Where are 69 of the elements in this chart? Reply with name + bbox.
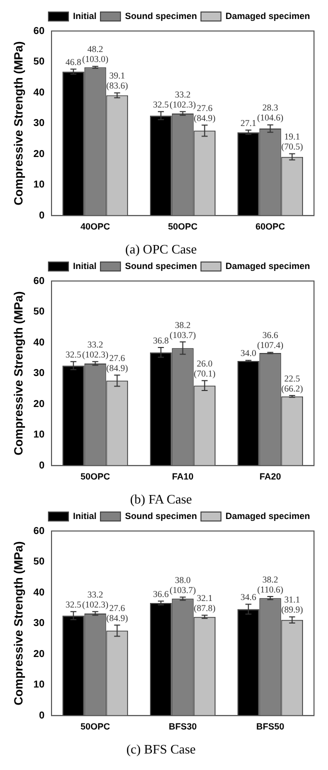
x-tick-label: 40OPC [80, 221, 111, 232]
legend-label: Sound specimen [124, 510, 197, 521]
y-tick-label: 0 [38, 210, 45, 222]
text: (a) OPC Case [125, 242, 197, 257]
data-label: 33.2 (102.3) [82, 339, 108, 360]
data-label: 36.6 [153, 589, 170, 600]
y-tick-label: 60 [33, 276, 45, 287]
data-label: 31.1 (89.9) [281, 594, 303, 615]
data-label: 34.0 [240, 348, 257, 358]
data-label: 22.5 (66.2) [281, 373, 303, 394]
text: (b) FA Case [130, 492, 192, 507]
legend-label: Initial [72, 10, 96, 21]
x-tick-label: BFS30 [168, 721, 197, 732]
y-tick-label: 0 [38, 460, 45, 472]
y-tick-label: 50 [33, 56, 45, 68]
y-tick-label: 30 [33, 118, 45, 130]
x-tick-label: 50OPC [80, 721, 111, 732]
legend-label: Damaged specimen [225, 260, 310, 271]
y-tick-label: 40 [33, 337, 45, 348]
y-axis-title: Compressive Strength (MPa) [12, 291, 26, 456]
data-label: 34.6 [240, 592, 257, 602]
y-tick-label: 40 [33, 87, 45, 98]
data-label: 46.8 [66, 57, 82, 68]
y-tick-label: 30 [33, 368, 45, 380]
x-tick-label: 50OPC [80, 471, 111, 482]
y-tick-label: 60 [33, 26, 45, 37]
y-tick-label: 10 [33, 180, 45, 191]
x-tick-label: BFS50 [256, 721, 284, 732]
legend-label: Damaged specimen [225, 10, 310, 21]
legend-label: Damaged specimen [225, 510, 310, 521]
legend-label: Initial [72, 260, 96, 271]
text: (c) BFS Case [126, 742, 196, 757]
data-label: 39.1 (83.6) [106, 70, 128, 91]
data-label: 32.5 [66, 599, 82, 610]
legend-label: Sound specimen [124, 10, 197, 21]
x-tick-label: FA20 [259, 471, 282, 482]
y-tick-label: 0 [38, 710, 45, 722]
y-tick-label: 10 [33, 680, 45, 691]
data-label: 32.5 [153, 99, 170, 110]
y-axis-title: Compressive Strength (MPa) [12, 41, 26, 206]
data-label: 32.1 (87.8) [194, 593, 216, 614]
data-label: 36.8 [153, 335, 170, 346]
x-tick-label: 60OPC [255, 221, 286, 232]
x-tick-label: FA10 [172, 471, 194, 482]
data-label: 33.2 (102.3) [82, 589, 108, 610]
data-label: 38.0 (103.7) [170, 575, 196, 596]
y-tick-label: 40 [33, 587, 45, 598]
y-tick-label: 60 [33, 526, 45, 537]
data-label: 28.3 (104.6) [257, 102, 284, 123]
data-label: 26.0 (70.1) [194, 358, 216, 379]
y-tick-label: 20 [33, 648, 45, 660]
data-label: 27.1 [240, 118, 256, 128]
y-tick-label: 30 [33, 618, 45, 630]
y-axis-title: Compressive Strength (MPa) [12, 541, 26, 706]
y-tick-label: 10 [33, 430, 45, 441]
y-tick-label: 20 [33, 148, 45, 160]
data-label: 19.1 (70.5) [281, 132, 303, 152]
y-tick-label: 50 [33, 556, 45, 568]
x-tick-label: 50OPC [168, 221, 198, 232]
data-label: 32.5 [66, 349, 82, 360]
data-label: 48.2 (103.0) [82, 44, 108, 64]
data-label: 38.2 (110.6) [257, 574, 284, 594]
data-label: 33.2 (102.3) [170, 89, 196, 110]
data-label: 36.6 (107.4) [257, 330, 284, 350]
y-tick-label: 50 [33, 306, 45, 318]
data-label: 38.2 (103.7) [170, 320, 196, 340]
y-tick-label: 20 [33, 398, 45, 410]
legend-label: Sound specimen [124, 260, 197, 271]
legend-label: Initial [72, 510, 96, 521]
